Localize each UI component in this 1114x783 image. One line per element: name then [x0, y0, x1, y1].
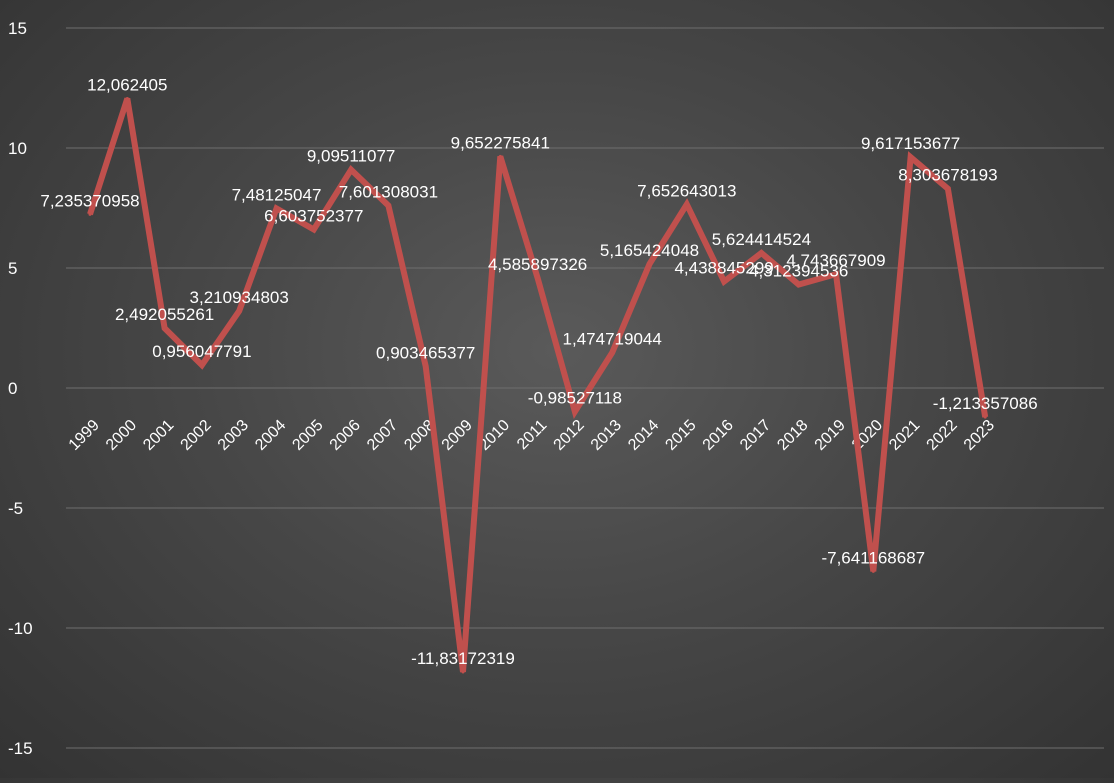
- x-tick-label: 2003: [215, 417, 252, 454]
- y-axis-ticks: 15 10 5 0 -5 -10 -15: [8, 19, 33, 758]
- data-point: [163, 326, 167, 330]
- data-label: 1,474719044: [563, 330, 662, 349]
- data-point: [536, 276, 540, 280]
- data-label: 7,235370958: [40, 191, 139, 210]
- data-label: 9,652275841: [451, 133, 550, 152]
- data-point: [275, 206, 278, 210]
- data-label: 5,624414524: [712, 230, 811, 249]
- x-tick-label: 2017: [737, 417, 774, 454]
- data-label: 9,09511077: [307, 147, 396, 166]
- data-label: 4,585897326: [488, 255, 587, 274]
- data-point: [722, 279, 726, 283]
- data-labels: 7,235370958 12,062405 2,492055261 0,9560477…: [40, 76, 1037, 668]
- data-label: 7,652643013: [637, 181, 736, 200]
- data-point: [909, 155, 913, 159]
- data-point: [237, 309, 241, 313]
- data-label: 4,743667909: [786, 251, 885, 270]
- data-point: [312, 228, 316, 232]
- data-point: [424, 364, 428, 368]
- y-tick-label: -5: [8, 499, 23, 518]
- x-tick-label: 2001: [140, 417, 177, 454]
- data-point: [685, 202, 689, 206]
- y-tick-label: 0: [8, 379, 17, 398]
- gridlines: [66, 27, 1104, 749]
- data-point: [386, 204, 390, 208]
- data-label: 7,601308031: [339, 183, 438, 202]
- y-tick-label: -15: [8, 739, 33, 758]
- data-point: [88, 212, 92, 216]
- data-label: 5,165424048: [600, 241, 699, 260]
- data-label: -1,213357086: [933, 394, 1038, 413]
- x-tick-label: 2006: [327, 417, 364, 454]
- data-label: -0,98527118: [528, 389, 622, 408]
- data-label: 12,062405: [87, 76, 167, 95]
- x-tick-label: 2019: [812, 417, 849, 454]
- data-point: [461, 670, 465, 674]
- data-point: [797, 283, 801, 287]
- data-label: 8,303678193: [898, 166, 997, 185]
- x-tick-label: 2009: [439, 417, 476, 454]
- data-points: [88, 97, 987, 674]
- data-point: [200, 363, 204, 367]
- data-label: 7,48125047: [232, 185, 322, 204]
- y-tick-label: 15: [8, 19, 27, 38]
- data-point: [498, 154, 502, 158]
- data-label: 4,438845299: [674, 258, 773, 277]
- data-point: [349, 168, 353, 172]
- data-label: 2,492055261: [115, 305, 214, 324]
- data-label: 9,617153677: [861, 134, 960, 153]
- data-point: [648, 262, 651, 266]
- x-tick-label: 2013: [588, 417, 625, 454]
- data-point: [573, 410, 577, 414]
- data-point: [983, 415, 987, 419]
- data-label: -7,641168687: [821, 548, 925, 567]
- data-label: 0,903465377: [376, 343, 475, 362]
- x-tick-label: 2018: [774, 417, 811, 454]
- data-label: 3,210934803: [190, 288, 289, 307]
- data-point: [610, 351, 614, 355]
- data-point: [871, 569, 875, 573]
- x-tick-label: 2016: [700, 417, 737, 454]
- x-tick-label: 2012: [551, 417, 588, 454]
- x-tick-label: 2011: [514, 417, 550, 453]
- data-label: 0,956047791: [152, 342, 251, 361]
- data-point: [759, 251, 763, 255]
- x-tick-label: 2022: [924, 417, 961, 454]
- data-point: [834, 272, 838, 276]
- x-tick-label: 2000: [103, 417, 140, 454]
- y-tick-label: -10: [8, 619, 33, 638]
- series-line: [87, 97, 989, 673]
- x-tick-label: 2004: [252, 417, 289, 454]
- x-tick-label: 2021: [886, 417, 923, 454]
- data-label: 6,603752377: [264, 207, 363, 226]
- x-tick-label: 2005: [289, 417, 326, 454]
- data-label: -11,83172319: [411, 649, 515, 668]
- data-label: 4,312394536: [749, 262, 848, 281]
- x-tick-label: 2014: [625, 417, 662, 454]
- y-tick-label: 10: [8, 139, 27, 158]
- x-tick-label: 2002: [178, 417, 215, 454]
- y-tick-label: 5: [8, 259, 17, 278]
- x-tick-label: 2007: [364, 417, 401, 454]
- series-line-group: [87, 97, 989, 673]
- data-point: [125, 97, 129, 101]
- x-tick-label: 2015: [662, 417, 699, 454]
- x-tick-label: 1999: [66, 417, 103, 454]
- x-tick-label: 2023: [961, 417, 998, 454]
- data-point: [946, 187, 950, 191]
